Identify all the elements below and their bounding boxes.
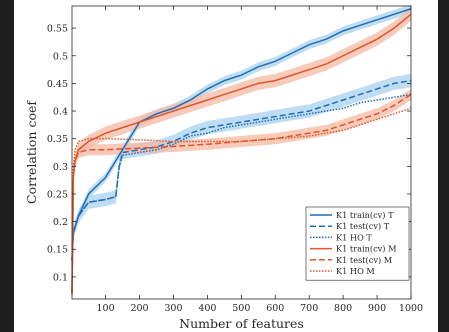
y-tick-label: 0.15 [47, 245, 68, 256]
legend-label-4: K1 test(cv) M [336, 255, 392, 265]
series-line-3 [71, 13, 412, 294]
y-tick-label: 0.55 [47, 24, 68, 35]
series-line-0 [71, 8, 412, 261]
series-line-4 [71, 93, 412, 294]
y-tick-label: 0.35 [47, 134, 68, 145]
x-tick-label: 500 [232, 303, 250, 314]
y-tick-label: 0.25 [47, 189, 68, 200]
legend-label-5: K1 HO M [336, 266, 375, 276]
x-tick-label: 400 [198, 303, 216, 314]
y-tick-label: 0.4 [53, 107, 68, 118]
legend-label-0: K1 train(cv) T [336, 210, 394, 220]
figure: 100 200 300 400 500 600 700 800 900 1000 0.1 0.15 0.… [14, 0, 438, 332]
legend-label-2: K1 HO T [336, 232, 372, 242]
x-tick-label: 1000 [399, 303, 423, 314]
x-tick-label: 600 [266, 303, 284, 314]
band-4 [72, 88, 411, 299]
band-1 [72, 73, 411, 267]
y-tick-label: 0.3 [53, 162, 68, 173]
y-tick-label: 0.1 [53, 272, 68, 283]
y-tick-label: 0.2 [53, 217, 68, 228]
y-tick-label: 0.5 [53, 51, 68, 62]
band-3 [72, 7, 411, 301]
series-line-5 [71, 107, 412, 294]
y-tick-label: 0.45 [47, 79, 68, 90]
x-tick-label: 900 [368, 303, 386, 314]
x-tick-label: 100 [97, 303, 115, 314]
x-tick-label: 700 [300, 303, 318, 314]
line-chart: 100 200 300 400 500 600 700 800 900 1000 0.1 0.15 0.… [24, 4, 423, 331]
series-line-2 [71, 93, 412, 261]
series-line-1 [71, 79, 412, 261]
x-tick-label: 300 [164, 303, 182, 314]
legend-box [305, 206, 410, 281]
legend-label-1: K1 test(cv) T [336, 221, 390, 231]
legend-label-3: K1 train(cv) M [336, 244, 397, 254]
x-tick-label: 200 [130, 303, 148, 314]
x-tick-label: 800 [334, 303, 352, 314]
x-axis-label: Number of features [179, 316, 304, 331]
y-axis-label: Correlation coef [24, 100, 39, 204]
